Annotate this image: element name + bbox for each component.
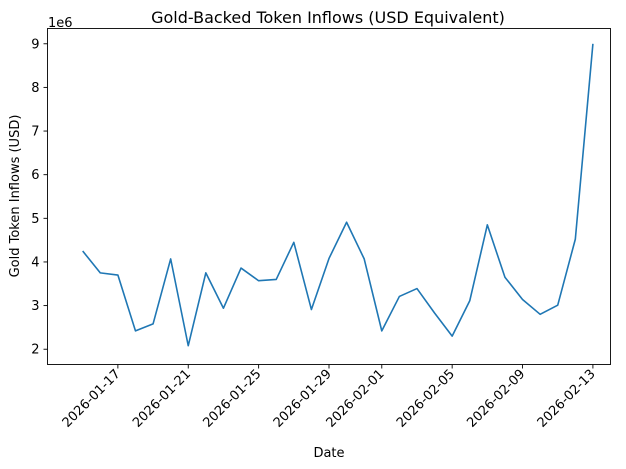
y-tick-label: 4 xyxy=(31,255,39,270)
y-axis-label: Gold Token Inflows (USD) xyxy=(8,115,23,278)
y-tick-label: 9 xyxy=(31,37,39,52)
plot-frame xyxy=(47,28,611,365)
x-axis-ticks: 2026-01-17 2026-01-21 2026-01-25 2026-01-29… xyxy=(60,364,599,431)
y-tick-label: 2 xyxy=(31,343,39,358)
series-line xyxy=(82,43,594,347)
x-tick-label: 2026-01-17 xyxy=(60,367,124,431)
y-axis-ticks: 2 3 4 5 6 7 8 9 xyxy=(31,37,48,358)
x-axis-label: Date xyxy=(313,446,344,461)
chart-title: Gold-Backed Token Inflows (USD Equivalen… xyxy=(151,8,505,27)
x-tick-label: 2026-02-09 xyxy=(464,367,528,431)
x-tick-label: 2026-01-21 xyxy=(130,367,194,431)
x-tick-label: 2026-02-13 xyxy=(535,367,599,431)
y-tick-label: 8 xyxy=(31,81,39,96)
y-offset-label: 1e6 xyxy=(48,16,73,31)
y-tick-label: 5 xyxy=(31,212,39,227)
x-tick-label: 2026-01-25 xyxy=(200,367,264,431)
y-tick-label: 6 xyxy=(31,168,39,183)
y-tick-label: 3 xyxy=(31,299,39,314)
y-tick-label: 7 xyxy=(31,125,39,140)
x-tick-label: 2026-02-05 xyxy=(394,367,458,431)
